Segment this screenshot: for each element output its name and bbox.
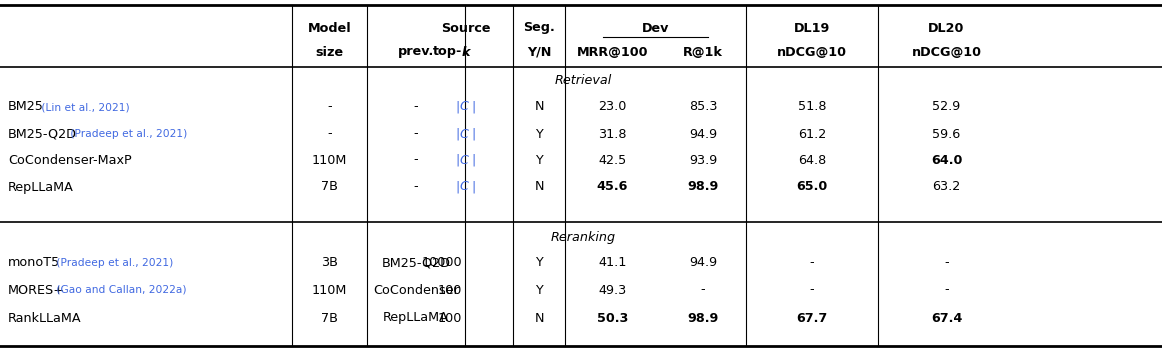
Text: DL20: DL20 — [928, 22, 964, 35]
Text: (Pradeep et al., 2021): (Pradeep et al., 2021) — [67, 129, 188, 139]
Text: N: N — [535, 311, 544, 324]
Text: 7B: 7B — [321, 311, 338, 324]
Text: -: - — [945, 283, 949, 297]
Text: 63.2: 63.2 — [932, 180, 961, 193]
Text: -: - — [810, 257, 815, 269]
Text: Reranking: Reranking — [551, 231, 616, 244]
Text: Y/N: Y/N — [526, 46, 551, 59]
Text: CoCondenser-MaxP: CoCondenser-MaxP — [8, 154, 131, 167]
Text: N: N — [535, 101, 544, 114]
Text: Seg.: Seg. — [523, 22, 555, 35]
Text: 50.3: 50.3 — [597, 311, 629, 324]
Text: -: - — [328, 127, 332, 140]
Text: 49.3: 49.3 — [598, 283, 626, 297]
Text: 23.0: 23.0 — [598, 101, 626, 114]
Text: 51.8: 51.8 — [798, 101, 826, 114]
Text: -: - — [810, 283, 815, 297]
Text: -: - — [414, 127, 418, 140]
Text: 93.9: 93.9 — [689, 154, 717, 167]
Text: Y: Y — [536, 257, 543, 269]
Text: 100: 100 — [438, 283, 462, 297]
Text: 31.8: 31.8 — [598, 127, 626, 140]
Text: 98.9: 98.9 — [687, 311, 718, 324]
Text: size: size — [315, 46, 344, 59]
Text: k: k — [462, 46, 471, 59]
Text: 85.3: 85.3 — [689, 101, 717, 114]
Text: |: | — [456, 180, 460, 193]
Text: C: C — [460, 180, 468, 193]
Text: BM25: BM25 — [8, 101, 44, 114]
Text: Source: Source — [442, 22, 490, 35]
Text: 42.5: 42.5 — [598, 154, 626, 167]
Text: R@1k: R@1k — [683, 46, 723, 59]
Text: 110M: 110M — [311, 283, 347, 297]
Text: Model: Model — [308, 22, 351, 35]
Text: 98.9: 98.9 — [687, 180, 718, 193]
Text: -: - — [945, 257, 949, 269]
Text: prev.: prev. — [397, 46, 435, 59]
Text: |: | — [456, 127, 460, 140]
Text: 67.7: 67.7 — [796, 311, 827, 324]
Text: |: | — [472, 180, 475, 193]
Text: 61.2: 61.2 — [798, 127, 826, 140]
Text: RepLLaMA: RepLLaMA — [8, 180, 74, 193]
Text: 64.0: 64.0 — [931, 154, 962, 167]
Text: |: | — [472, 101, 475, 114]
Text: RepLLaMA: RepLLaMA — [383, 311, 449, 324]
Text: DL19: DL19 — [794, 22, 830, 35]
Text: 7B: 7B — [321, 180, 338, 193]
Text: nDCG@10: nDCG@10 — [777, 46, 847, 59]
Text: C: C — [460, 101, 468, 114]
Text: BM25-Q2D: BM25-Q2D — [8, 127, 77, 140]
Text: |: | — [472, 127, 475, 140]
Text: CoCondenser: CoCondenser — [373, 283, 459, 297]
Text: MRR@100: MRR@100 — [576, 46, 648, 59]
Text: nDCG@10: nDCG@10 — [911, 46, 982, 59]
Text: MORES+: MORES+ — [8, 283, 65, 297]
Text: (Lin et al., 2021): (Lin et al., 2021) — [37, 102, 129, 112]
Text: 41.1: 41.1 — [598, 257, 626, 269]
Text: 3B: 3B — [321, 257, 338, 269]
Text: -: - — [701, 283, 705, 297]
Text: (Pradeep et al., 2021): (Pradeep et al., 2021) — [52, 258, 173, 268]
Text: (Gao and Callan, 2022a): (Gao and Callan, 2022a) — [52, 285, 186, 295]
Text: C: C — [460, 154, 468, 167]
Text: 10000: 10000 — [422, 257, 462, 269]
Text: Y: Y — [536, 127, 543, 140]
Text: |: | — [472, 154, 475, 167]
Text: C: C — [460, 127, 468, 140]
Text: 110M: 110M — [311, 154, 347, 167]
Text: BM25-Q2D: BM25-Q2D — [381, 257, 451, 269]
Text: RankLLaMA: RankLLaMA — [8, 311, 81, 324]
Text: N: N — [535, 180, 544, 193]
Text: 64.8: 64.8 — [798, 154, 826, 167]
Text: 52.9: 52.9 — [932, 101, 961, 114]
Text: Y: Y — [536, 154, 543, 167]
Text: Y: Y — [536, 283, 543, 297]
Text: -: - — [414, 101, 418, 114]
Text: top-: top- — [432, 46, 462, 59]
Text: Dev: Dev — [641, 22, 669, 35]
Text: |: | — [456, 101, 460, 114]
Text: 100: 100 — [438, 311, 462, 324]
Text: Retrieval: Retrieval — [554, 74, 611, 88]
Text: 94.9: 94.9 — [689, 257, 717, 269]
Text: -: - — [328, 101, 332, 114]
Text: 59.6: 59.6 — [932, 127, 961, 140]
Text: 67.4: 67.4 — [931, 311, 962, 324]
Text: 65.0: 65.0 — [796, 180, 827, 193]
Text: -: - — [414, 180, 418, 193]
Text: 45.6: 45.6 — [597, 180, 629, 193]
Text: 94.9: 94.9 — [689, 127, 717, 140]
Text: monoT5: monoT5 — [8, 257, 60, 269]
Text: -: - — [414, 154, 418, 167]
Text: |: | — [456, 154, 460, 167]
